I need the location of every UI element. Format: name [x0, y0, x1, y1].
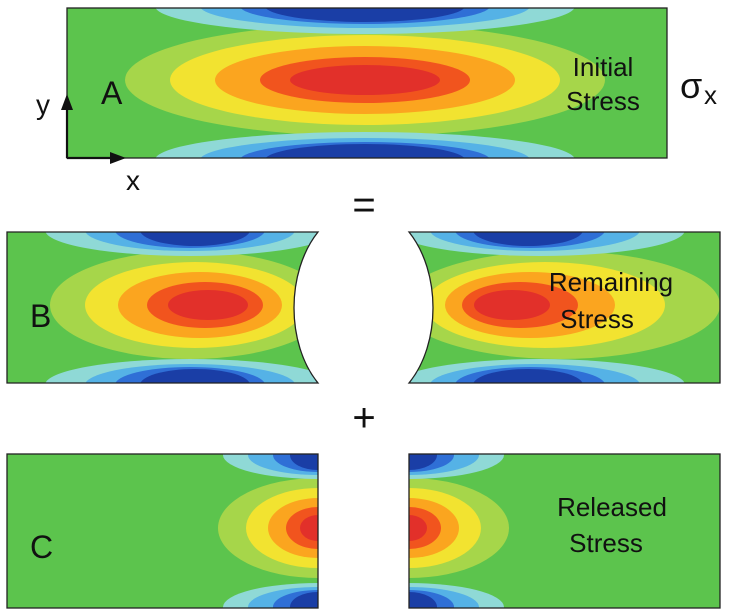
panel-a-initial-stress: A Initial Stress — [66, 7, 668, 159]
panel-b-right-half: Remaining Stress — [407, 231, 721, 384]
panel-c-letter: C — [30, 529, 53, 565]
sigma-symbol: σ — [680, 65, 702, 106]
stress-symbol: σ x — [680, 65, 717, 110]
plus-operator: + — [352, 396, 375, 440]
panel-b-letter: B — [30, 298, 51, 334]
y-axis-label: y — [36, 89, 50, 120]
coordinate-axes: y x — [36, 89, 140, 196]
panel-c-left-half: C — [6, 453, 319, 609]
panel-c-caption-line2: Stress — [569, 528, 643, 558]
panel-b-left-half: B — [6, 231, 320, 384]
panel-c-caption-line1: Released — [557, 492, 667, 522]
panel-a-caption-line1: Initial — [573, 52, 634, 82]
panel-a-caption-line2: Stress — [566, 86, 640, 116]
panel-a-letter: A — [101, 75, 123, 111]
panel-b-caption-line1: Remaining — [549, 267, 673, 297]
y-axis-arrow-icon — [61, 94, 73, 110]
equals-operator: = — [352, 183, 375, 227]
sigma-subscript: x — [704, 80, 717, 110]
panel-c-right-half: Released Stress — [408, 453, 721, 609]
panel-b-caption-line2: Stress — [560, 304, 634, 334]
x-axis-arrow-icon — [110, 152, 126, 164]
x-axis-label: x — [126, 165, 140, 196]
